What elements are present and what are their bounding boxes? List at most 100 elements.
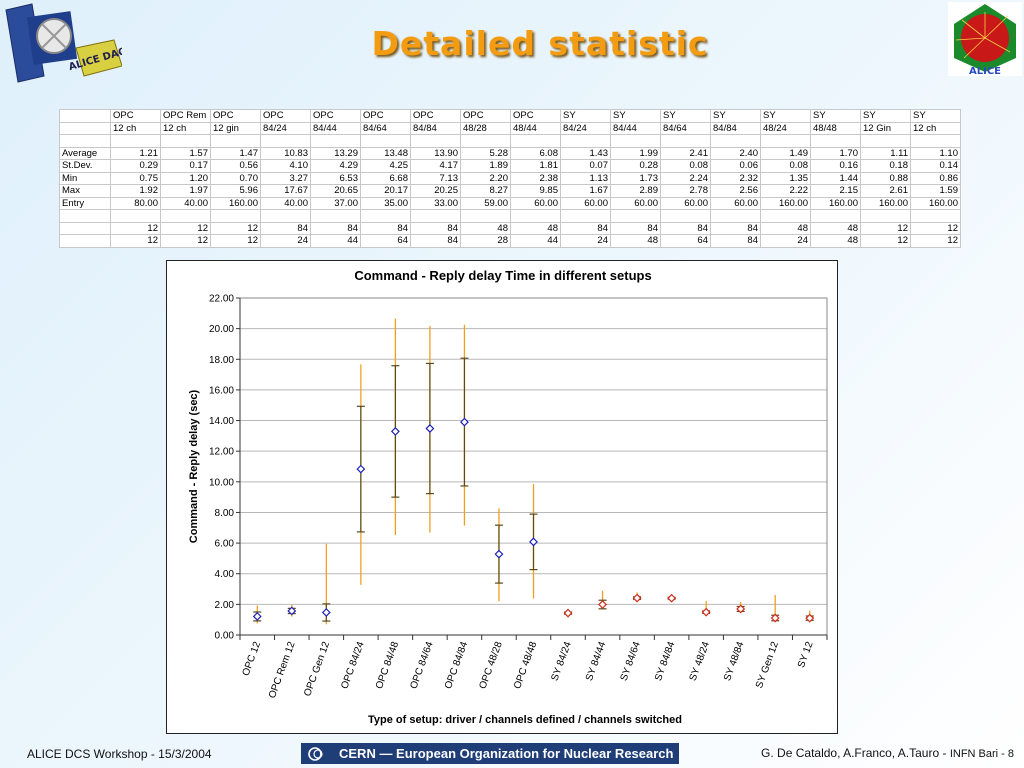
- table-cell: OPC: [410, 109, 461, 123]
- y-tick-label: 16.00: [209, 385, 234, 396]
- table-cell: 2.56: [710, 184, 761, 198]
- average-point: [494, 549, 504, 559]
- table-cell: 1.57: [160, 146, 211, 160]
- average-point: [529, 537, 538, 547]
- table-cell: SY: [560, 109, 611, 123]
- table-cell: 2.32: [710, 171, 761, 185]
- table-cell: 0.08: [760, 159, 811, 173]
- average-point: [805, 613, 815, 623]
- table-cell: 0.70: [210, 171, 261, 185]
- table-cell: 48/48: [810, 121, 861, 135]
- table-cell: 35.00: [360, 196, 411, 210]
- table-cell: 0.16: [810, 159, 861, 173]
- x-tick-label: OPC 84/24: [339, 640, 366, 691]
- table-cell: 6.53: [310, 171, 361, 185]
- table-cell: 2.15: [810, 184, 861, 198]
- table-cell: OPC: [260, 109, 311, 123]
- table-cell: 84: [710, 221, 761, 235]
- table-cell: [310, 209, 361, 223]
- table-cell: 20.25: [410, 184, 461, 198]
- table-cell: 10.83: [260, 146, 311, 160]
- average-point: [563, 608, 573, 618]
- table-cell: 0.75: [110, 171, 161, 185]
- table-cell: 64: [660, 234, 711, 248]
- table-cell: [110, 209, 161, 223]
- table-cell: 5.28: [460, 146, 511, 160]
- table-cell: [810, 134, 861, 148]
- table-cell: 6.68: [360, 171, 411, 185]
- table-cell: 1.70: [810, 146, 861, 160]
- x-tick-label: OPC Gen 12: [302, 640, 332, 698]
- table-cell: [560, 134, 611, 148]
- table-cell: 12 gin: [210, 121, 261, 135]
- x-tick-label: OPC 84/84: [443, 640, 470, 691]
- table-cell: [110, 134, 161, 148]
- average-point: [598, 600, 608, 609]
- table-cell: 3.27: [260, 171, 311, 185]
- table-cell: 1.67: [560, 184, 611, 198]
- table-empty-row: [59, 134, 961, 148]
- x-tick-label: SY 84/84: [653, 640, 677, 683]
- table-cell: 40.00: [160, 196, 211, 210]
- table-cell: OPC: [510, 109, 561, 123]
- x-tick-label: SY 84/44: [584, 640, 608, 683]
- table-cell: 1.10: [910, 146, 961, 160]
- table-cell: 4.17: [410, 159, 461, 173]
- table-cell: 1.21: [110, 146, 161, 160]
- table-row-label: [59, 221, 111, 235]
- table-cell: 84/24: [260, 121, 311, 135]
- table-cell: 64: [360, 234, 411, 248]
- table-cell: 48: [810, 234, 861, 248]
- table-header-row: 12 ch 12 ch 12 gin 84/24 84/44 84/64 84/84 48/2…: [59, 121, 961, 135]
- table-cell: 2.20: [460, 171, 511, 185]
- table-cell: 12: [860, 221, 911, 235]
- table-cell: 60.00: [660, 196, 711, 210]
- table-cell: 1.99: [610, 146, 661, 160]
- average-point: [770, 613, 780, 623]
- table-cell: 84/84: [710, 121, 761, 135]
- table-cell: 28: [460, 234, 511, 248]
- table-cell: 44: [510, 234, 561, 248]
- table-cell: 60.00: [510, 196, 561, 210]
- average-point: [736, 604, 746, 614]
- y-tick-label: 14.00: [209, 416, 234, 427]
- table-cell: 160.00: [910, 196, 961, 210]
- table-cell: 1.20: [160, 171, 211, 185]
- table-cell: [310, 134, 361, 148]
- table-cell: 12 ch: [110, 121, 161, 135]
- table-cell: 60.00: [610, 196, 661, 210]
- table-cell: [760, 209, 811, 223]
- table-header-row: OPC OPC Rem OPC OPC OPC OPC OPC OPC OPC SY SY SY SY S…: [59, 109, 961, 123]
- footer-authors: G. De Cataldo, A.Franco, A.Tauro - INFN …: [761, 746, 1014, 760]
- table-cell: 160.00: [210, 196, 261, 210]
- x-tick-label: SY Gen 12: [754, 640, 781, 690]
- x-tick-label: SY 48/24: [688, 640, 712, 683]
- table-cell: [360, 134, 411, 148]
- table-cell: [210, 209, 261, 223]
- table-cell: OPC: [110, 109, 161, 123]
- table-cell: 1.59: [910, 184, 961, 198]
- table-row: 12 12 12 84 84 84 84 48 48 84 84 84 84 48 48 12 12: [59, 221, 961, 235]
- table-row-label: Min: [59, 171, 111, 185]
- table-row-label: St.Dev.: [59, 159, 111, 173]
- x-tick-label: OPC 48/28: [478, 640, 505, 691]
- table-cell: 12 ch: [160, 121, 211, 135]
- table-cell: 84: [410, 234, 461, 248]
- table-cell: [410, 209, 461, 223]
- table-cell: 9.85: [510, 184, 561, 198]
- table-cell: SY: [860, 109, 911, 123]
- table-cell: 2.22: [760, 184, 811, 198]
- table-cell: 24: [260, 234, 311, 248]
- table-cell: 160.00: [810, 196, 861, 210]
- table-cell: 48: [510, 221, 561, 235]
- x-tick-label: OPC 84/64: [408, 640, 435, 691]
- table-cell: 20.17: [360, 184, 411, 198]
- table-cell: 160.00: [860, 196, 911, 210]
- table-row-label: [59, 134, 111, 148]
- table-cell: 7.13: [410, 171, 461, 185]
- table-cell: OPC: [310, 109, 361, 123]
- table-cell: 12: [860, 234, 911, 248]
- delay-chart: Command - Reply delay Time in different …: [166, 260, 838, 734]
- table-cell: 24: [560, 234, 611, 248]
- table-cell: 84: [410, 221, 461, 235]
